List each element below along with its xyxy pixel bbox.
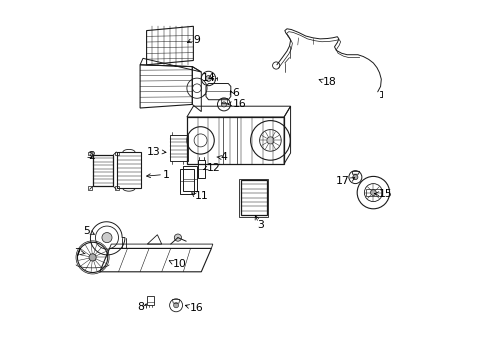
Text: 17: 17 (336, 176, 349, 186)
Circle shape (352, 175, 357, 180)
Text: 9: 9 (193, 35, 200, 45)
Circle shape (205, 76, 211, 81)
Text: 15: 15 (378, 189, 391, 199)
Circle shape (89, 254, 96, 261)
Text: 3: 3 (257, 220, 264, 230)
Text: 14: 14 (202, 73, 215, 83)
Text: 11: 11 (194, 191, 208, 201)
Text: 5: 5 (83, 226, 90, 236)
Circle shape (173, 303, 178, 308)
Text: 4: 4 (220, 152, 227, 162)
Circle shape (266, 137, 273, 144)
Circle shape (174, 234, 181, 241)
Text: 10: 10 (172, 258, 186, 269)
Text: 8: 8 (137, 302, 144, 312)
Text: 13: 13 (147, 147, 161, 157)
Text: 2: 2 (88, 150, 95, 161)
Circle shape (102, 233, 112, 243)
Text: 6: 6 (231, 88, 238, 98)
Text: 18: 18 (322, 77, 336, 87)
Text: 12: 12 (206, 163, 221, 174)
Text: 16: 16 (232, 99, 246, 109)
Text: 1: 1 (163, 170, 170, 180)
Circle shape (221, 102, 226, 107)
Circle shape (370, 190, 375, 195)
Text: 16: 16 (189, 303, 203, 313)
Text: 7: 7 (74, 248, 81, 258)
